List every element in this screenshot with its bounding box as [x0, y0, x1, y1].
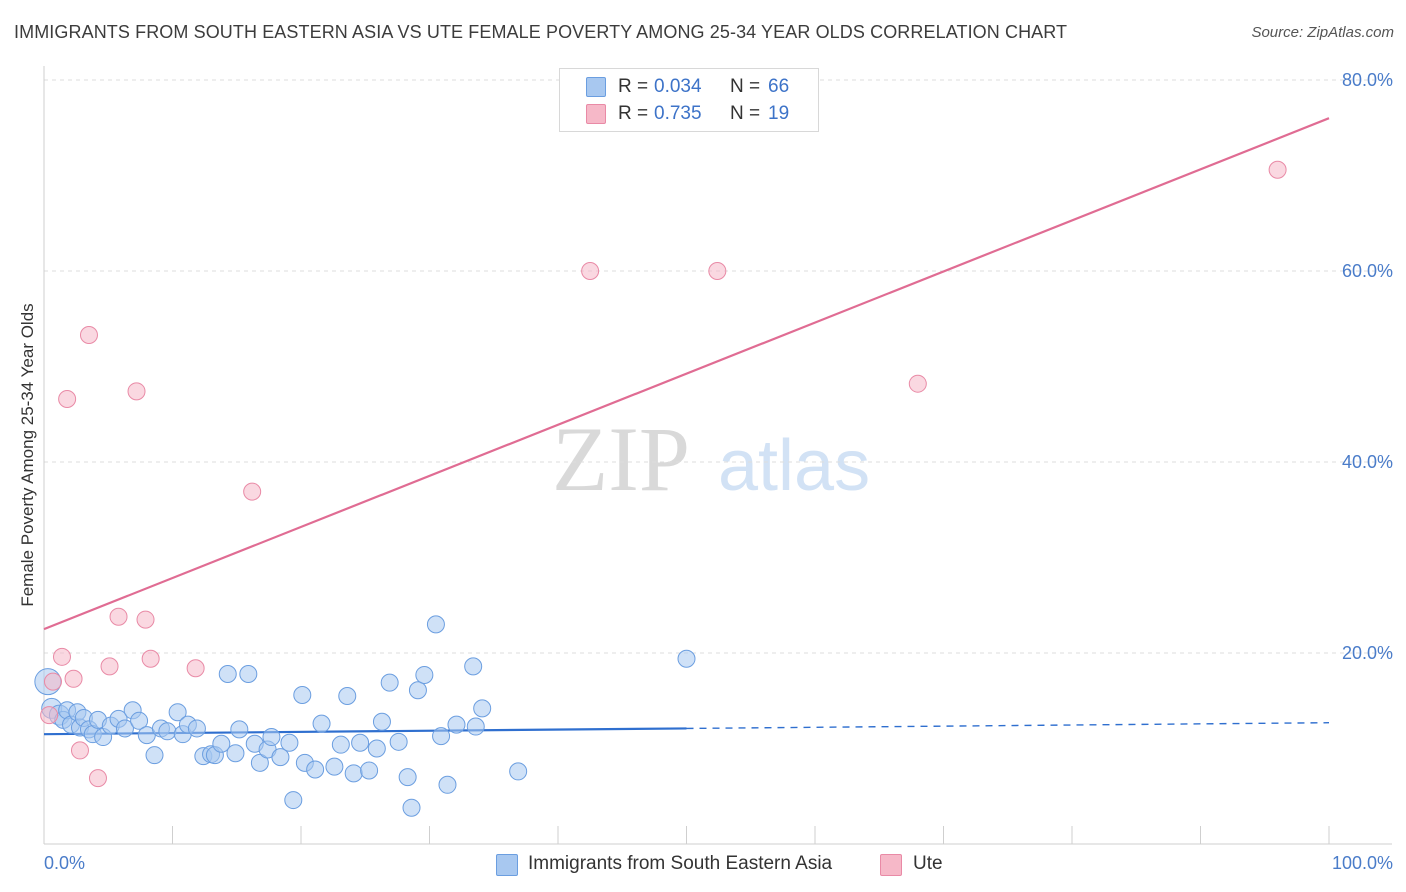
blue-point — [145, 746, 164, 765]
correlation-legend: R = 0.034 N = 66 R = 0.735 N = 19 — [559, 68, 819, 132]
blue-point — [212, 734, 231, 753]
pink-point — [127, 382, 146, 401]
blue-point — [367, 739, 386, 758]
blue-point — [380, 673, 399, 692]
legend-swatch-pink — [586, 104, 606, 124]
watermark-zip: ZIP — [552, 408, 690, 510]
legend-r-label: R = — [618, 76, 649, 97]
blue-point — [312, 714, 331, 733]
blue-point — [325, 757, 344, 776]
blue-point — [130, 711, 149, 730]
pink-point — [58, 389, 77, 408]
chart-title: IMMIGRANTS FROM SOUTH EASTERN ASIA VS UT… — [14, 22, 1068, 42]
blue-point — [331, 735, 350, 754]
y-tick-label: 80.0% — [1342, 70, 1393, 90]
blue-point — [464, 657, 483, 676]
blue-point — [230, 720, 249, 739]
blue-point — [466, 717, 485, 736]
blue-point — [280, 733, 299, 752]
pink-point — [79, 325, 98, 344]
data-points — [34, 160, 1287, 817]
pink-point — [43, 672, 62, 691]
pink-point — [581, 262, 600, 280]
blue-point — [426, 615, 445, 634]
pink-point — [708, 262, 727, 280]
legend-r-value: 0.735 — [654, 103, 702, 124]
pink-point — [88, 769, 107, 788]
pink-point — [40, 706, 59, 725]
blue-point — [344, 764, 363, 783]
series-legend: Immigrants from South Eastern Asia Ute — [0, 852, 1406, 878]
pink-point — [1268, 160, 1287, 179]
blue-point — [372, 712, 391, 731]
blue-point — [432, 727, 451, 746]
x-tick-label: 100.0% — [1332, 853, 1393, 873]
pink-point — [136, 610, 155, 629]
legend-swatch-blue — [496, 854, 518, 876]
blue-point — [306, 760, 325, 779]
y-tick-label: 60.0% — [1342, 261, 1393, 281]
legend-swatch-pink — [880, 854, 902, 876]
y-tick-label: 40.0% — [1342, 452, 1393, 472]
source-label: Source: ZipAtlas.com — [1251, 24, 1394, 41]
blue-point — [438, 775, 457, 794]
blue-point — [677, 649, 696, 668]
blue-point — [250, 753, 269, 772]
pink-point — [64, 669, 83, 688]
blue-point — [338, 686, 357, 705]
pink-point — [100, 657, 119, 676]
legend-label-immigrants: Immigrants from South Eastern Asia — [528, 853, 833, 874]
pink-point — [908, 374, 927, 393]
blue-point — [293, 686, 312, 705]
legend-r-label: R = — [618, 103, 649, 124]
x-tick-label: 0.0% — [44, 853, 85, 873]
blue-point — [408, 681, 427, 700]
pink-point — [186, 659, 205, 678]
tick-labels: 20.0% 40.0% 60.0% 80.0% 0.0% 100.0% — [44, 70, 1393, 873]
legend-n-label: N = — [730, 103, 761, 124]
blue-trend-extension — [686, 722, 1330, 730]
legend-n-label: N = — [730, 76, 761, 97]
pink-point — [70, 741, 89, 760]
blue-point — [168, 703, 187, 722]
gridlines — [44, 79, 1392, 654]
pink-point — [141, 649, 160, 668]
blue-point — [158, 722, 177, 741]
legend-n-value: 66 — [768, 76, 790, 97]
watermark-atlas: atlas — [718, 426, 870, 506]
legend-r-value: 0.034 — [654, 76, 702, 97]
blue-point — [415, 665, 434, 684]
blue-point — [115, 719, 134, 738]
legend-swatch-blue — [586, 77, 606, 97]
blue-point — [447, 715, 466, 734]
pink-point — [243, 482, 262, 501]
y-tick-label: 20.0% — [1342, 643, 1393, 663]
blue-point — [284, 791, 303, 810]
legend-label-ute: Ute — [913, 853, 943, 874]
blue-point — [398, 768, 417, 787]
blue-point — [360, 761, 379, 780]
blue-point — [389, 732, 408, 751]
blue-point — [187, 719, 206, 738]
watermark: ZIP atlas — [552, 408, 870, 510]
blue-point — [402, 798, 421, 817]
blue-point — [509, 762, 528, 781]
blue-point — [239, 665, 258, 684]
blue-point — [262, 728, 281, 747]
blue-point — [271, 748, 290, 767]
pink-point — [109, 607, 128, 626]
pink-point — [52, 647, 71, 666]
blue-point — [226, 744, 245, 763]
blue-point — [473, 699, 492, 718]
pink-trend-line — [43, 117, 1330, 631]
legend-n-value: 19 — [768, 103, 790, 124]
blue-point — [351, 733, 370, 752]
blue-point — [218, 665, 237, 684]
